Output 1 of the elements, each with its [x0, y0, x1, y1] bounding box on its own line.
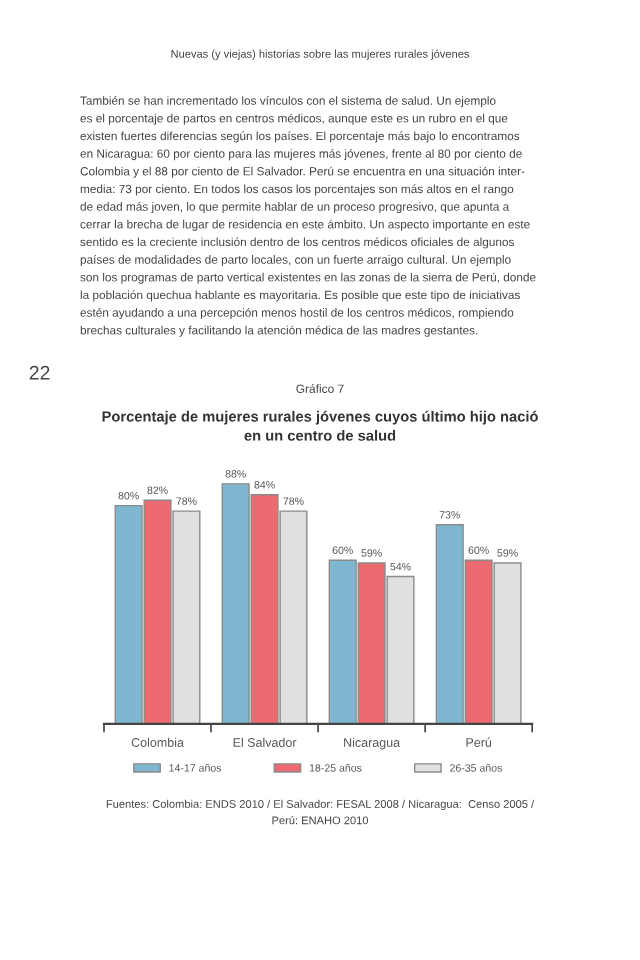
text: 22 — [29, 365, 50, 380]
